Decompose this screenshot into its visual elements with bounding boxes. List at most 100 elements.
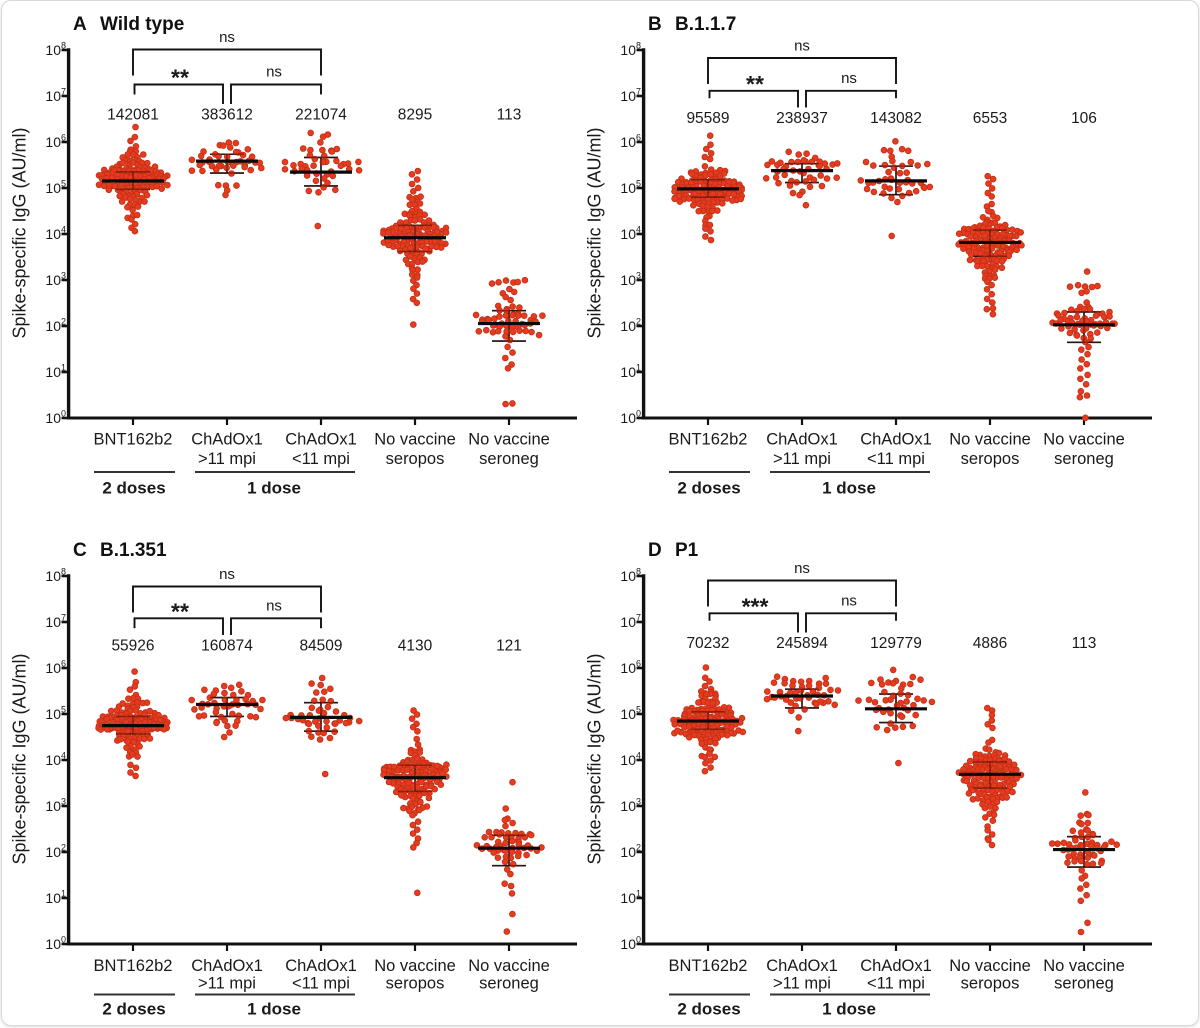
svg-text:ChAdOx1: ChAdOx1 — [285, 431, 357, 449]
svg-text:106: 106 — [620, 659, 641, 677]
svg-text:ChAdOx1: ChAdOx1 — [766, 957, 838, 975]
svg-text:ns: ns — [266, 597, 282, 614]
svg-text:106: 106 — [45, 133, 66, 151]
svg-text:P1: P1 — [675, 540, 699, 561]
svg-text:107: 107 — [45, 613, 66, 631]
svg-text:101: 101 — [620, 363, 641, 381]
svg-text:104: 104 — [620, 225, 641, 243]
svg-text:>11 mpi: >11 mpi — [773, 975, 831, 993]
svg-text:100: 100 — [620, 935, 641, 953]
svg-text:No vaccine: No vaccine — [374, 431, 456, 449]
svg-text:No vaccine: No vaccine — [1043, 957, 1125, 975]
svg-text:seroneg: seroneg — [479, 975, 539, 993]
svg-text:seropos: seropos — [961, 450, 1020, 468]
svg-text:106: 106 — [620, 133, 641, 151]
svg-text:seropos: seropos — [961, 975, 1020, 993]
svg-text:100: 100 — [45, 409, 66, 427]
svg-text:BNT162b2: BNT162b2 — [669, 431, 748, 449]
svg-text:ChAdOx1: ChAdOx1 — [191, 957, 263, 975]
svg-text:142081: 142081 — [107, 107, 159, 124]
svg-text:1 dose: 1 dose — [247, 1000, 301, 1019]
svg-text:ns: ns — [219, 29, 235, 46]
svg-text:103: 103 — [45, 271, 66, 289]
svg-text:ns: ns — [219, 566, 235, 583]
svg-text:B.1.351: B.1.351 — [100, 540, 167, 561]
svg-text:104: 104 — [620, 751, 641, 769]
svg-text:84509: 84509 — [299, 638, 342, 655]
svg-text:103: 103 — [45, 797, 66, 815]
svg-text:160874: 160874 — [201, 638, 253, 655]
svg-text:107: 107 — [620, 613, 641, 631]
svg-text:ChAdOx1: ChAdOx1 — [191, 431, 263, 449]
svg-text:***: *** — [742, 593, 769, 619]
svg-text:143082: 143082 — [870, 110, 922, 127]
svg-text:108: 108 — [620, 567, 641, 585]
svg-text:Spike-specific IgG (AU/ml): Spike-specific IgG (AU/ml) — [585, 127, 605, 338]
svg-text:<11 mpi: <11 mpi — [292, 450, 350, 468]
svg-text:**: ** — [746, 71, 764, 97]
svg-text:<11 mpi: <11 mpi — [867, 975, 925, 993]
svg-text:BNT162b2: BNT162b2 — [669, 957, 748, 975]
svg-text:106: 106 — [1071, 110, 1097, 127]
svg-text:Spike-specific IgG (AU/ml): Spike-specific IgG (AU/ml) — [585, 653, 605, 864]
svg-text:104: 104 — [45, 751, 66, 769]
svg-text:>11 mpi: >11 mpi — [198, 975, 256, 993]
svg-text:221074: 221074 — [295, 107, 347, 124]
svg-text:ns: ns — [794, 38, 810, 55]
svg-text:113: 113 — [497, 107, 522, 124]
svg-text:4886: 4886 — [973, 635, 1007, 652]
svg-text:8295: 8295 — [398, 107, 432, 124]
svg-text:105: 105 — [45, 705, 66, 723]
svg-text:104: 104 — [45, 225, 66, 243]
svg-text:seropos: seropos — [386, 450, 445, 468]
svg-text:108: 108 — [45, 567, 66, 585]
svg-text:1 dose: 1 dose — [822, 479, 876, 498]
svg-text:BNT162b2: BNT162b2 — [94, 957, 173, 975]
svg-text:102: 102 — [45, 843, 66, 861]
svg-text:seroneg: seroneg — [1054, 975, 1114, 993]
svg-text:ChAdOx1: ChAdOx1 — [860, 957, 932, 975]
svg-text:**: ** — [171, 598, 189, 624]
svg-text:70232: 70232 — [686, 635, 729, 652]
svg-text:107: 107 — [620, 87, 641, 105]
svg-text:ns: ns — [841, 592, 857, 609]
svg-text:C: C — [73, 540, 87, 561]
svg-text:2 doses: 2 doses — [677, 479, 740, 498]
svg-text:129779: 129779 — [870, 635, 922, 652]
svg-text:>11 mpi: >11 mpi — [773, 450, 831, 468]
svg-text:No vaccine: No vaccine — [949, 957, 1031, 975]
svg-text:2 doses: 2 doses — [102, 479, 165, 498]
svg-text:B.1.1.7: B.1.1.7 — [675, 14, 736, 35]
svg-text:Spike-specific IgG (AU/ml): Spike-specific IgG (AU/ml) — [10, 127, 30, 338]
svg-text:6553: 6553 — [973, 110, 1007, 127]
svg-text:100: 100 — [45, 935, 66, 953]
svg-text:1 dose: 1 dose — [247, 479, 301, 498]
svg-text:seropos: seropos — [386, 975, 445, 993]
svg-text:<11 mpi: <11 mpi — [292, 975, 350, 993]
svg-text:Spike-specific IgG (AU/ml): Spike-specific IgG (AU/ml) — [10, 653, 30, 864]
svg-text:seroneg: seroneg — [479, 450, 539, 468]
svg-text:ChAdOx1: ChAdOx1 — [766, 431, 838, 449]
svg-text:No vaccine: No vaccine — [949, 431, 1031, 449]
svg-text:1 dose: 1 dose — [822, 1000, 876, 1019]
svg-text:383612: 383612 — [201, 107, 253, 124]
svg-text:No vaccine: No vaccine — [1043, 431, 1125, 449]
svg-text:101: 101 — [45, 889, 66, 907]
svg-text:113: 113 — [1072, 635, 1097, 652]
svg-text:No vaccine: No vaccine — [468, 431, 550, 449]
svg-text:103: 103 — [620, 797, 641, 815]
svg-text:102: 102 — [620, 843, 641, 861]
svg-text:103: 103 — [620, 271, 641, 289]
svg-text:D: D — [648, 540, 662, 561]
svg-text:102: 102 — [620, 317, 641, 335]
svg-text:**: ** — [171, 65, 189, 91]
svg-text:seroneg: seroneg — [1054, 450, 1114, 468]
svg-text:No vaccine: No vaccine — [374, 957, 456, 975]
svg-text:121: 121 — [496, 638, 522, 655]
svg-text:ns: ns — [841, 70, 857, 87]
svg-text:101: 101 — [620, 889, 641, 907]
svg-text:Wild type: Wild type — [100, 14, 184, 35]
svg-text:4130: 4130 — [398, 638, 433, 655]
svg-text:2 doses: 2 doses — [677, 1000, 740, 1019]
svg-text:105: 105 — [45, 179, 66, 197]
